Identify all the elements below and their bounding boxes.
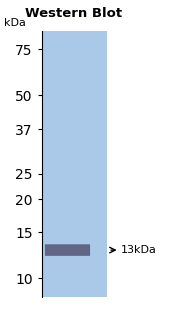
Text: 13kDa: 13kDa (121, 245, 157, 255)
Text: kDa: kDa (4, 18, 25, 28)
Bar (42, 31, 107, 297)
FancyBboxPatch shape (45, 244, 90, 256)
Text: Western Blot: Western Blot (25, 7, 123, 20)
